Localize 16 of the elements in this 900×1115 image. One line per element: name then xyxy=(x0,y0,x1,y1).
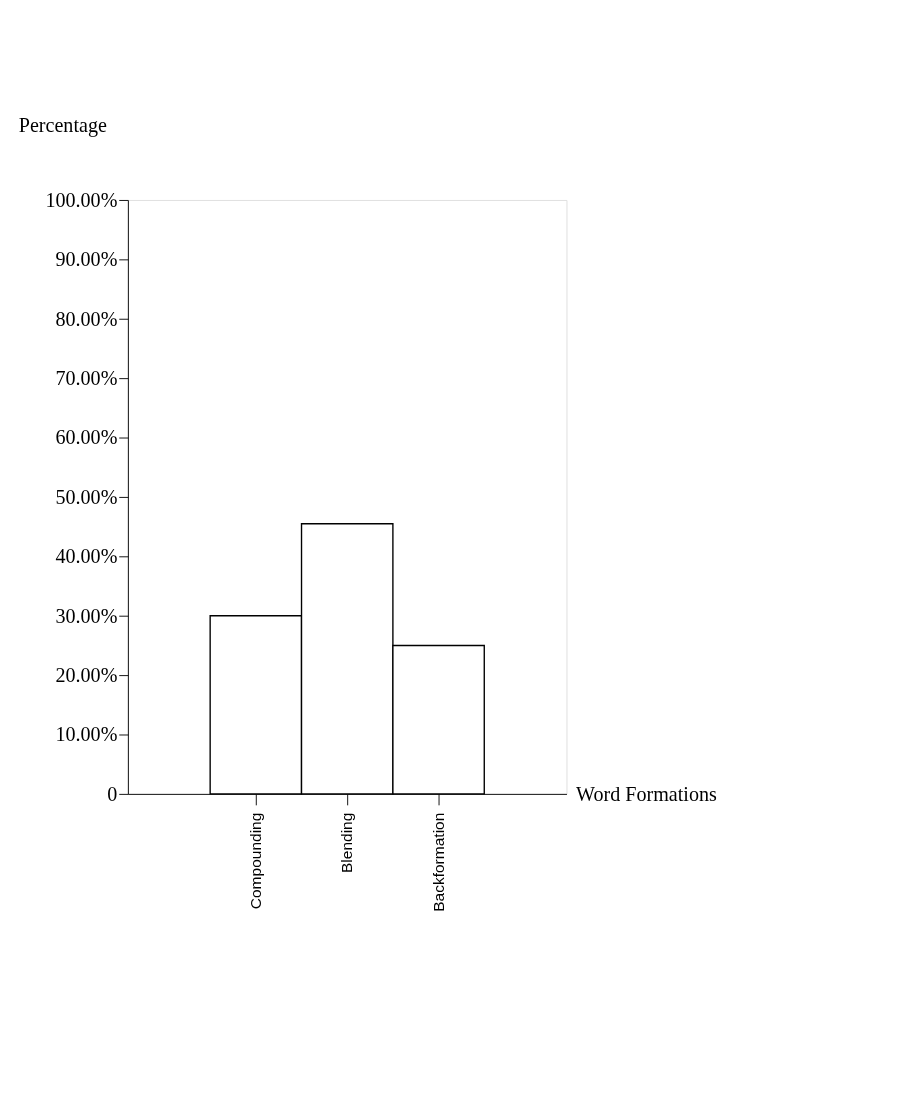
y-tick-label: 10.00% xyxy=(55,723,118,746)
x-tick-label: Blending xyxy=(338,812,356,874)
y-tick-label: 90.00% xyxy=(55,248,118,271)
y-tick-label: 0 xyxy=(107,782,118,805)
y-tick-label: 70.00% xyxy=(55,367,118,390)
y-tick-label: 80.00% xyxy=(55,307,118,330)
y-tick-label: 50.00% xyxy=(55,485,118,508)
y-tick-label: 20.00% xyxy=(55,663,118,686)
y-tick-label: 30.00% xyxy=(55,604,118,627)
y-tick-label: 100.00% xyxy=(45,188,118,211)
y-axis-title: Percentage xyxy=(18,113,107,137)
y-tick-label: 60.00% xyxy=(55,426,118,449)
x-tick-label: Backformation xyxy=(429,812,447,912)
x-tick-label: Compounding xyxy=(246,812,264,910)
y-tick-label: 40.00% xyxy=(55,545,118,568)
x-axis-title: Word Formations xyxy=(576,782,717,805)
